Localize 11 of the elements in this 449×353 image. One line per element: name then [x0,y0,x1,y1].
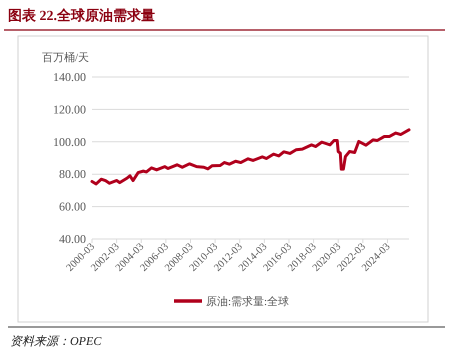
y-tick-label: 100.00 [53,134,86,149]
legend-label: 原油:需求量:全球 [206,295,290,308]
legend: 原油:需求量:全球 [174,296,290,308]
y-tick-label: 80.00 [59,167,86,182]
text: 资料来源：OPEC [10,334,102,348]
y-tick-label: 140.00 [53,70,86,84]
y-axis-title: 百万桶/天 [42,52,90,64]
y-tick-label: 120.00 [53,102,86,116]
y-tick-label: 60.00 [59,200,86,214]
y-tick-label: 40.00 [59,232,86,246]
title: 图表 22.全球原油需求量 [8,9,155,24]
